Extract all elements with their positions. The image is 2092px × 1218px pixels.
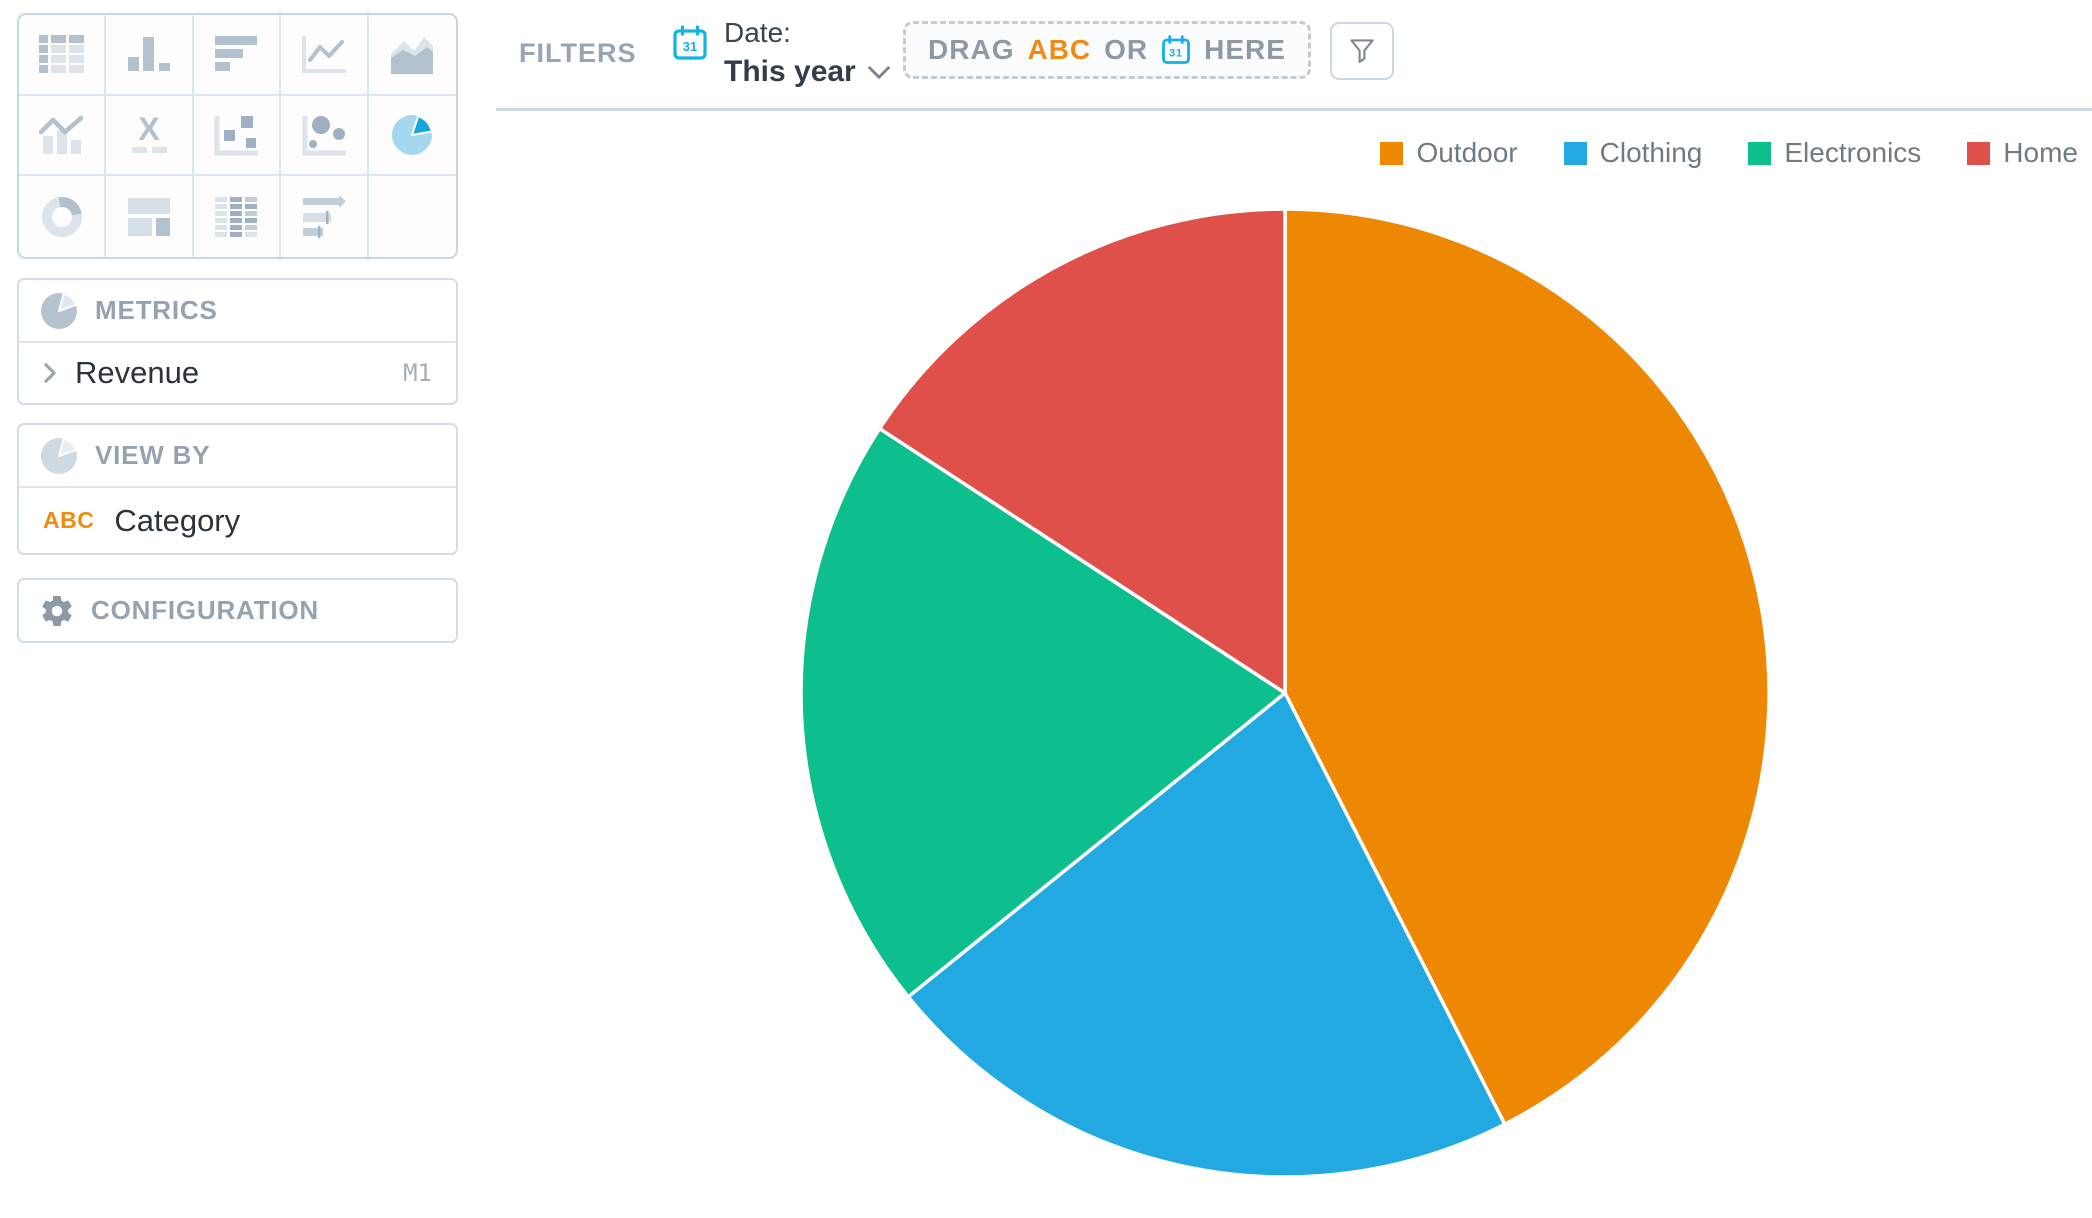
legend-label: Outdoor: [1416, 137, 1518, 168]
legend-item-home[interactable]: Home: [1967, 137, 2078, 169]
svg-text:31: 31: [683, 39, 697, 54]
combo-chart-icon: [38, 115, 83, 154]
filter-funnel-button[interactable]: [1330, 22, 1394, 80]
calendar-icon: 31: [1162, 35, 1191, 64]
legend-swatch: [1563, 141, 1587, 165]
line-chart-icon: [301, 36, 346, 74]
legend-swatch: [1967, 141, 1991, 165]
view-by-title: VIEW BY: [95, 440, 211, 470]
viz-type-scatter-plot[interactable]: [193, 95, 282, 177]
legend-item-electronics[interactable]: Electronics: [1748, 137, 1921, 169]
pie-chart: [799, 207, 1771, 1179]
view-by-item-category[interactable]: ABC Category: [19, 486, 456, 553]
metrics-header: METRICS: [19, 280, 456, 341]
viz-type-bar-chart[interactable]: [193, 15, 282, 96]
metric-item-revenue[interactable]: Revenue M1: [19, 341, 456, 403]
view-by-header: VIEW BY: [19, 425, 456, 486]
svg-text:31: 31: [1169, 48, 1183, 60]
drop-zone-drag-text: DRAG: [928, 34, 1015, 65]
filter-bar-separator: [496, 108, 2092, 111]
pie-slice-electronics[interactable]: [799, 426, 1287, 999]
viz-type-column-chart[interactable]: [106, 15, 194, 96]
pie-slice-home[interactable]: [877, 207, 1287, 695]
viz-type-line-chart[interactable]: [281, 15, 369, 96]
area-chart-icon: [391, 37, 434, 75]
date-filter-text: Date: This year: [724, 17, 890, 89]
viz-type-heatmap[interactable]: [194, 176, 282, 257]
heatmap-icon: [215, 196, 258, 237]
configuration-title: CONFIGURATION: [91, 595, 320, 625]
treemap-icon: [128, 197, 171, 236]
view-by-pie-icon: [41, 437, 77, 474]
table-icon: [38, 35, 84, 74]
pie-slice-outdoor[interactable]: [1283, 207, 1771, 1126]
date-filter-label: Date:: [724, 17, 791, 48]
chevron-right-icon[interactable]: [43, 362, 57, 384]
legend-item-clothing[interactable]: Clothing: [1563, 137, 1703, 169]
pie-chart-icon: [392, 114, 433, 155]
viz-type-treemap[interactable]: [106, 176, 194, 257]
viz-type-area-chart[interactable]: [368, 15, 456, 96]
date-filter-button[interactable]: 31 Date: This year: [672, 17, 890, 89]
viz-type-headline[interactable]: X: [106, 95, 194, 177]
bullet-chart-icon: [302, 194, 346, 238]
legend-swatch: [1380, 141, 1404, 165]
legend-label: Home: [2003, 137, 2078, 168]
chart-legend: Outdoor Clothing Electronics Home: [1380, 137, 2078, 169]
configuration-header[interactable]: CONFIGURATION: [19, 580, 456, 641]
viz-type-pie-chart[interactable]: [368, 96, 456, 177]
donut-chart-icon: [41, 196, 82, 237]
metrics-pie-icon: [41, 292, 77, 329]
view-by-label: Category: [114, 502, 241, 538]
funnel-icon: [1350, 39, 1374, 63]
legend-label: Clothing: [1599, 137, 1703, 168]
gear-icon: [42, 595, 72, 626]
visualization-picker: X: [17, 13, 458, 259]
drop-zone-abc-text: ABC: [1027, 34, 1092, 65]
metric-label: Revenue: [75, 355, 200, 390]
column-chart-icon: [128, 37, 171, 72]
metric-badge: M1: [403, 359, 432, 387]
viz-type-bullet-chart[interactable]: [281, 176, 369, 257]
viz-type-bubble-chart[interactable]: [281, 95, 369, 177]
viz-type-table[interactable]: [19, 15, 107, 96]
viz-type-donut-chart[interactable]: [19, 176, 107, 257]
legend-swatch: [1748, 141, 1772, 165]
svg-text:X: X: [138, 114, 160, 147]
bar-chart-icon: [215, 36, 258, 72]
date-filter-value: This year: [724, 55, 856, 88]
bubble-chart-icon: [302, 115, 346, 156]
abc-attribute-icon: ABC: [43, 507, 95, 533]
scatter-plot-icon: [214, 115, 259, 156]
legend-label: Electronics: [1784, 137, 1922, 168]
pie-slice-clothing[interactable]: [906, 691, 1507, 1179]
chevron-down-icon: [867, 65, 890, 79]
filter-drop-zone[interactable]: DRAG ABC OR 31 HERE: [903, 21, 1311, 79]
metrics-panel: METRICS Revenue M1: [17, 278, 458, 405]
filters-section-label: FILTERS: [519, 38, 637, 68]
metrics-title: METRICS: [95, 295, 218, 325]
drop-zone-here-text: HERE: [1204, 34, 1286, 65]
headline-icon: X: [132, 114, 168, 153]
legend-item-outdoor[interactable]: Outdoor: [1380, 137, 1518, 169]
calendar-icon: 31: [673, 25, 707, 60]
viz-type-combo-chart[interactable]: [19, 95, 107, 177]
view-by-panel: VIEW BY ABC Category: [17, 423, 458, 555]
drop-zone-or-text: OR: [1104, 34, 1149, 65]
viz-type-empty-cell: [369, 176, 456, 257]
configuration-panel[interactable]: CONFIGURATION: [17, 578, 458, 643]
